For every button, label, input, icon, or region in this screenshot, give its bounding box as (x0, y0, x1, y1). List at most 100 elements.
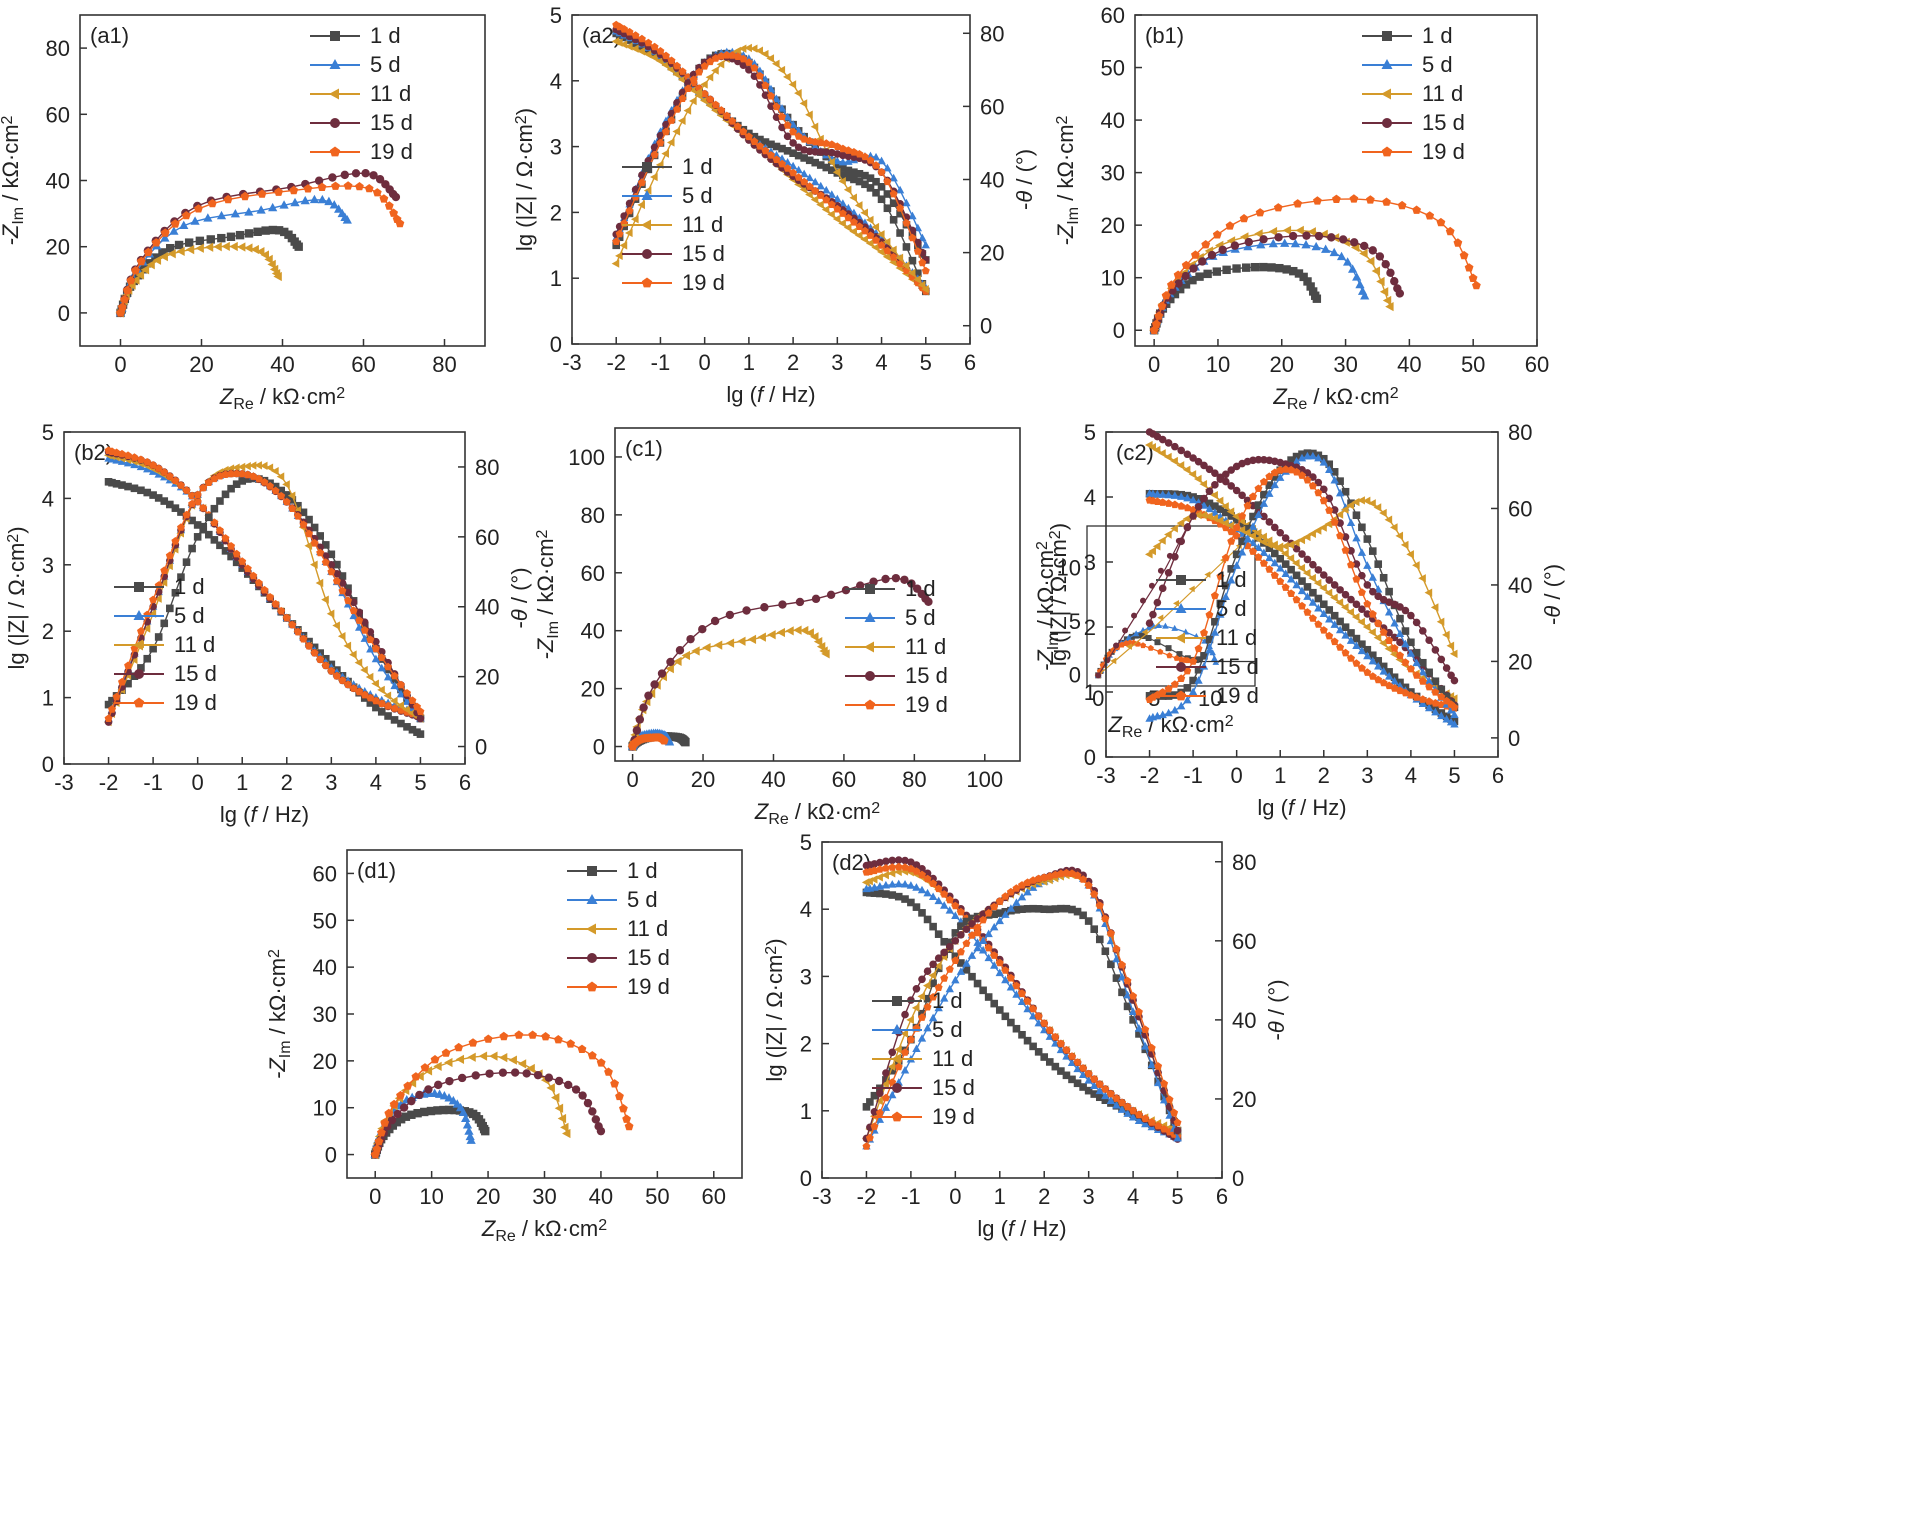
d1-point (564, 1080, 573, 1090)
c1-inset-point (1131, 612, 1138, 619)
d2-point (951, 975, 960, 984)
b2-point (390, 681, 399, 690)
c2-point (1232, 561, 1241, 569)
c1-inset-point (1125, 634, 1132, 641)
d2-point (912, 883, 921, 891)
a1-point (131, 266, 140, 275)
d2-point (951, 952, 960, 961)
a2-point (889, 245, 897, 255)
a2-point (918, 258, 927, 267)
c2-point (1325, 465, 1334, 473)
d1-point (467, 1052, 476, 1062)
d1-point (450, 1105, 459, 1115)
d2-point (1112, 1100, 1121, 1109)
b2-point (416, 707, 425, 715)
b2-point (130, 453, 139, 461)
d2-point (1006, 887, 1015, 896)
b1-point (1329, 247, 1339, 257)
d2-point (1006, 973, 1015, 982)
b2-point (389, 696, 398, 706)
c1-xlabel: ZRe / kΩ·cm2 (754, 799, 880, 828)
d2-point (922, 981, 931, 990)
a2-point (644, 38, 653, 47)
b1-point (1395, 289, 1405, 298)
c2-point (1341, 648, 1350, 657)
a1-point (372, 188, 382, 197)
d2-xlabel: lg (f / Hz) (977, 1216, 1066, 1241)
a1-point (257, 189, 267, 198)
d2-point (1147, 1043, 1156, 1052)
b2-point (396, 701, 404, 710)
d2-point (882, 1076, 890, 1084)
b2-point (271, 599, 280, 608)
c2-point (1210, 508, 1220, 516)
b2-point (408, 725, 417, 734)
a2-point (805, 182, 814, 190)
a2-point (907, 268, 916, 278)
a2-point (914, 269, 922, 278)
d1-point (444, 1057, 453, 1068)
b1-point (1307, 227, 1316, 237)
c2-point (1248, 531, 1257, 541)
c2-legend-marker-3 (1176, 662, 1186, 672)
b2-point (112, 479, 121, 488)
c1-legend-marker-2 (864, 641, 874, 653)
b1-xtick-label: 40 (1397, 352, 1421, 377)
c2-point (1442, 714, 1451, 723)
b2-point (243, 475, 252, 483)
a1-point (334, 204, 344, 213)
d2-point (917, 885, 927, 894)
a2-point (918, 233, 927, 242)
c1-xtick-label: 40 (761, 767, 785, 792)
a2-point (778, 112, 786, 121)
a1-point (303, 184, 313, 193)
c2-xtick-label: 1 (1274, 763, 1286, 788)
a1-point (391, 192, 401, 202)
d2-point (1084, 1086, 1093, 1095)
b2-point (221, 490, 230, 499)
c1-xtick-label: 20 (691, 767, 715, 792)
b2-y2tick-label: 40 (475, 595, 499, 620)
b1-point (1327, 233, 1336, 242)
c2-point (1194, 503, 1203, 511)
b2-point (210, 536, 219, 544)
d2-point (875, 1115, 885, 1123)
d2-point (1012, 1024, 1021, 1033)
c2-point (1270, 571, 1279, 579)
d1-point (413, 1108, 422, 1118)
d2-point (1118, 960, 1126, 969)
c2-point (1259, 499, 1269, 507)
d2-y2tick-label: 60 (1232, 929, 1256, 954)
b1-legend-label-1: 5 d (1422, 52, 1453, 77)
a2-point (827, 190, 836, 198)
b2-point (316, 532, 324, 540)
c2-y2tick-label: 40 (1508, 573, 1532, 598)
c2-point (1243, 534, 1252, 543)
a1-point (126, 276, 136, 285)
c2-point (1379, 628, 1388, 636)
c2-point (1362, 496, 1371, 506)
d1-point (411, 1072, 421, 1081)
a2-point (902, 198, 911, 207)
c2-point (1243, 524, 1252, 533)
d2-point (1117, 972, 1127, 981)
c2-point (1227, 482, 1236, 490)
c2-point (1205, 499, 1214, 508)
d2-point (940, 890, 949, 898)
c2-point (1205, 487, 1214, 496)
b1-legend-marker-3 (1382, 118, 1392, 128)
c2-point (1281, 465, 1290, 473)
c2-point (1374, 592, 1383, 601)
a2-point (810, 122, 819, 131)
c1-inset-point (1140, 597, 1146, 604)
b1-point (1175, 284, 1185, 294)
c2-point (1237, 547, 1247, 556)
c2-y2label: -θ / (°) (1540, 564, 1565, 625)
c2-point (1336, 531, 1345, 540)
b1-point (1241, 263, 1251, 272)
d1-ylabel: -ZIm / kΩ·cm2 (265, 949, 294, 1079)
a1-point (213, 242, 222, 252)
b2-point (326, 609, 335, 618)
a2-point (805, 156, 814, 165)
